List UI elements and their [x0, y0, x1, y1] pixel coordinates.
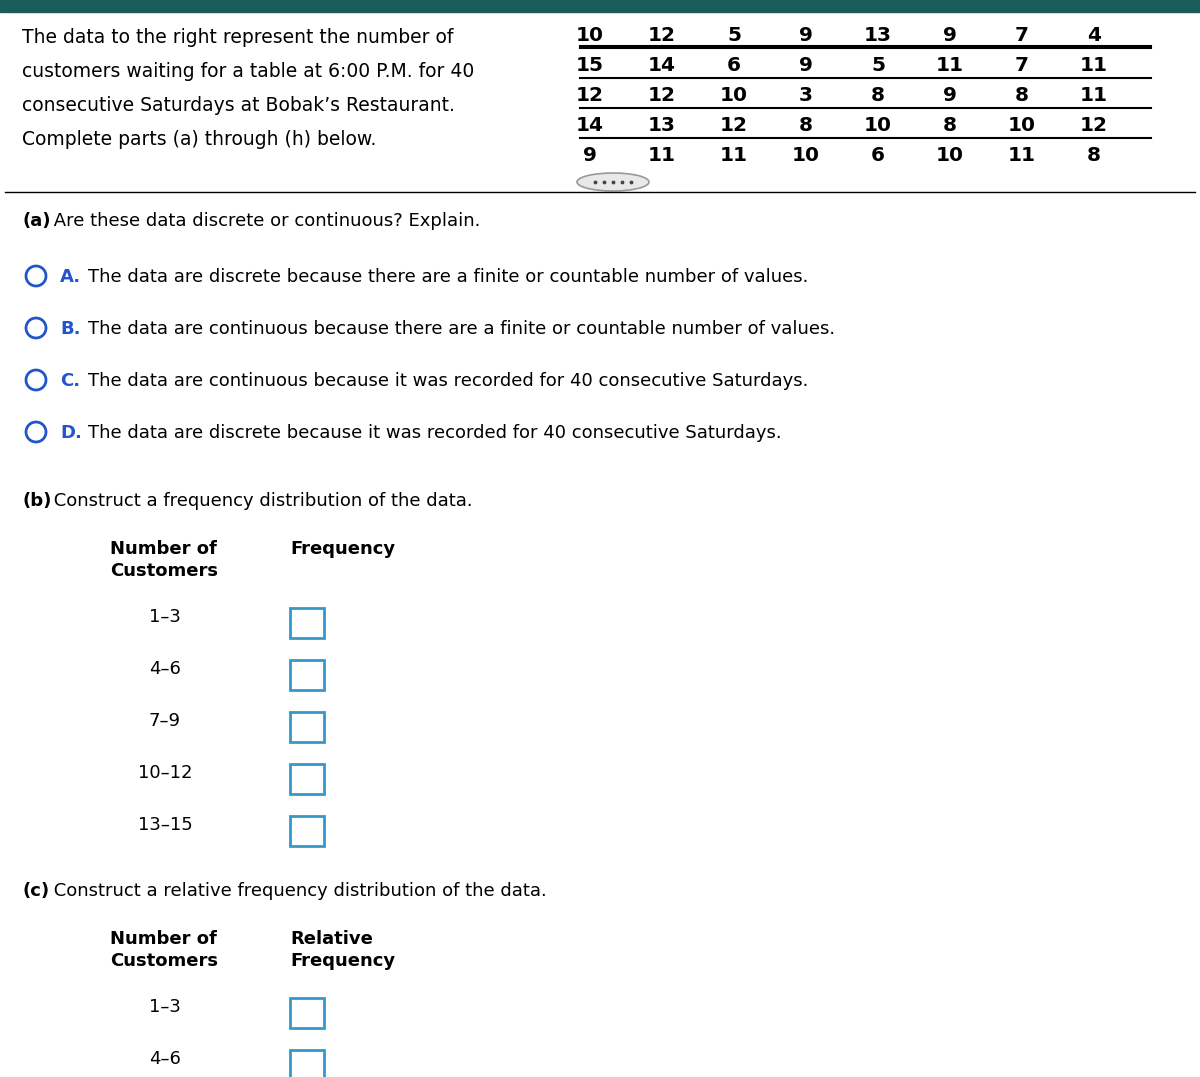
Text: 10: 10 [864, 116, 892, 135]
Text: 8: 8 [1015, 86, 1030, 104]
Text: Construct a frequency distribution of the data.: Construct a frequency distribution of th… [48, 492, 473, 510]
Text: 6: 6 [871, 146, 886, 165]
Text: 11: 11 [1008, 146, 1036, 165]
Text: 9: 9 [943, 26, 956, 45]
Text: Frequency: Frequency [290, 952, 395, 970]
Text: 9: 9 [799, 56, 812, 75]
Text: 15: 15 [576, 56, 604, 75]
Text: A.: A. [60, 268, 82, 286]
Text: 11: 11 [720, 146, 748, 165]
Text: 9: 9 [799, 26, 812, 45]
Text: 6: 6 [727, 56, 742, 75]
Text: 13: 13 [648, 116, 676, 135]
Text: (c): (c) [22, 882, 49, 900]
Text: 4–6: 4–6 [149, 1050, 181, 1068]
Circle shape [26, 422, 46, 442]
FancyBboxPatch shape [290, 609, 324, 638]
FancyBboxPatch shape [290, 764, 324, 794]
Text: Complete parts (a) through (h) below.: Complete parts (a) through (h) below. [22, 130, 377, 149]
Text: Customers: Customers [110, 562, 218, 581]
Text: 8: 8 [1087, 146, 1102, 165]
Text: 9: 9 [943, 86, 956, 104]
Text: 10–12: 10–12 [138, 764, 192, 782]
Text: 12: 12 [720, 116, 748, 135]
Text: 1–3: 1–3 [149, 609, 181, 626]
Text: 12: 12 [648, 86, 676, 104]
Text: 7–9: 7–9 [149, 712, 181, 730]
Text: customers waiting for a table at 6:00 P.M. for 40: customers waiting for a table at 6:00 P.… [22, 62, 474, 81]
Text: Are these data discrete or continuous? Explain.: Are these data discrete or continuous? E… [48, 212, 480, 230]
Text: Customers: Customers [110, 952, 218, 970]
Text: 7: 7 [1015, 26, 1030, 45]
FancyBboxPatch shape [290, 712, 324, 742]
Text: The data are continuous because it was recorded for 40 consecutive Saturdays.: The data are continuous because it was r… [88, 372, 809, 390]
Text: The data are discrete because there are a finite or countable number of values.: The data are discrete because there are … [88, 268, 809, 286]
Circle shape [26, 370, 46, 390]
Text: The data are discrete because it was recorded for 40 consecutive Saturdays.: The data are discrete because it was rec… [88, 424, 781, 442]
FancyBboxPatch shape [290, 816, 324, 847]
Text: 10: 10 [1008, 116, 1036, 135]
Text: 7: 7 [1015, 56, 1030, 75]
Text: 12: 12 [1080, 116, 1108, 135]
Bar [0, 0, 1200, 12]
Text: 10: 10 [720, 86, 748, 104]
Text: 10: 10 [792, 146, 820, 165]
Text: 13–15: 13–15 [138, 816, 192, 834]
Text: 11: 11 [648, 146, 676, 165]
Text: 8: 8 [871, 86, 886, 104]
Circle shape [26, 266, 46, 286]
Text: (b): (b) [22, 492, 52, 510]
Text: The data are continuous because there are a finite or countable number of values: The data are continuous because there ar… [88, 320, 835, 338]
Text: 12: 12 [576, 86, 604, 104]
FancyBboxPatch shape [290, 1050, 324, 1077]
Text: 8: 8 [943, 116, 958, 135]
Text: 11: 11 [1080, 56, 1108, 75]
Text: Construct a relative frequency distribution of the data.: Construct a relative frequency distribut… [48, 882, 547, 900]
Text: Relative: Relative [290, 931, 373, 948]
Text: (a): (a) [22, 212, 50, 230]
Text: 9: 9 [583, 146, 596, 165]
Text: 12: 12 [648, 26, 676, 45]
Text: 3: 3 [799, 86, 814, 104]
Text: 4–6: 4–6 [149, 660, 181, 679]
Circle shape [26, 318, 46, 338]
FancyBboxPatch shape [290, 998, 324, 1029]
Text: Number of: Number of [110, 540, 217, 558]
Ellipse shape [577, 173, 649, 191]
Text: The data to the right represent the number of: The data to the right represent the numb… [22, 28, 454, 47]
Text: 10: 10 [936, 146, 964, 165]
Text: C.: C. [60, 372, 80, 390]
Text: 5: 5 [727, 26, 742, 45]
Text: Frequency: Frequency [290, 540, 395, 558]
Text: 13: 13 [864, 26, 892, 45]
Text: 14: 14 [576, 116, 604, 135]
Text: 8: 8 [799, 116, 814, 135]
Text: 4: 4 [1087, 26, 1102, 45]
Text: 1–3: 1–3 [149, 998, 181, 1016]
Text: 5: 5 [871, 56, 886, 75]
Text: 11: 11 [1080, 86, 1108, 104]
Text: 10: 10 [576, 26, 604, 45]
Text: B.: B. [60, 320, 80, 338]
Text: 14: 14 [648, 56, 676, 75]
Text: 11: 11 [936, 56, 964, 75]
FancyBboxPatch shape [290, 660, 324, 690]
Text: consecutive Saturdays at Bobak’s Restaurant.: consecutive Saturdays at Bobak’s Restaur… [22, 96, 455, 115]
Text: Number of: Number of [110, 931, 217, 948]
Text: D.: D. [60, 424, 82, 442]
